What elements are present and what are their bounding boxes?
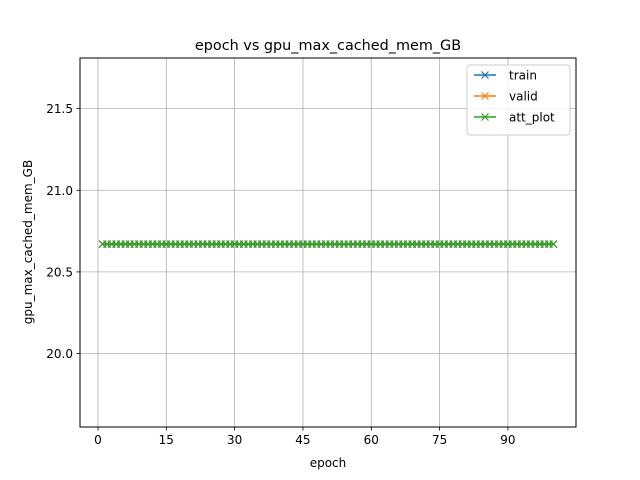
- legend-label: valid: [509, 90, 538, 104]
- x-tick-label: 90: [500, 433, 515, 447]
- y-tick-label: 21.5: [46, 102, 73, 116]
- x-tick-label: 75: [432, 433, 447, 447]
- series-layer: [98, 240, 558, 249]
- legend-label: train: [509, 69, 537, 83]
- y-axis-label: gpu_max_cached_mem_GB: [21, 160, 35, 324]
- axis-ticks: 0 15 30 45 60 75 90 20.0 20.5 21.0 21.5: [46, 102, 515, 447]
- data-point: [549, 240, 558, 249]
- x-tick-label: 30: [227, 433, 242, 447]
- x-tick-label: 0: [94, 433, 102, 447]
- x-tick-label: 45: [295, 433, 310, 447]
- legend-entry-att_plot: att_plot: [474, 111, 555, 125]
- x-tick-label: 60: [364, 433, 379, 447]
- y-tick-label: 20.5: [46, 265, 73, 279]
- x-tick-label: 15: [159, 433, 174, 447]
- legend-label: att_plot: [509, 111, 555, 125]
- series-att_plot: [98, 240, 558, 249]
- legend-marker: [481, 113, 489, 121]
- legend-marker: [481, 92, 489, 100]
- legend-entry-train: train: [474, 69, 537, 83]
- x-axis-label: epoch: [310, 456, 347, 470]
- legend-entry-valid: valid: [474, 90, 538, 104]
- legend: train valid att_plot: [466, 64, 571, 136]
- plot-frame: [79, 57, 577, 428]
- y-tick-label: 20.0: [46, 347, 73, 361]
- legend-marker: [481, 71, 489, 79]
- chart-title: epoch vs gpu_max_cached_mem_GB: [195, 38, 461, 54]
- y-tick-label: 21.0: [46, 184, 73, 198]
